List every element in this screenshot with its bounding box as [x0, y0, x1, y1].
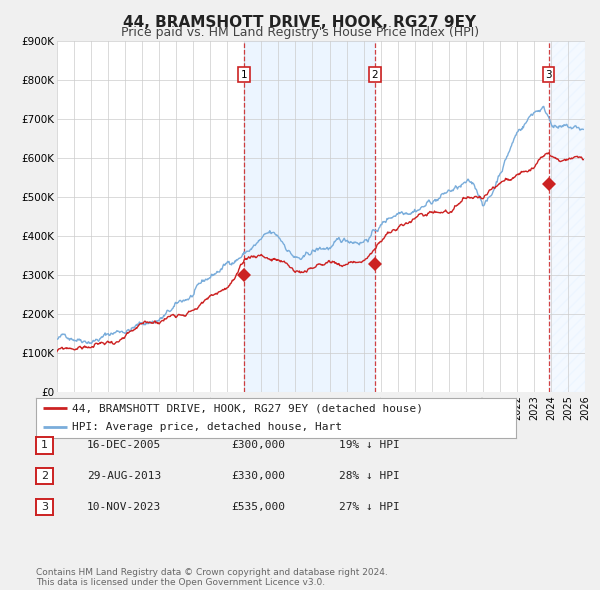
- Text: 1: 1: [241, 70, 248, 80]
- Bar: [548, 41, 585, 392]
- Text: £330,000: £330,000: [231, 471, 285, 481]
- Text: 1: 1: [41, 441, 48, 450]
- Text: 3: 3: [545, 70, 552, 80]
- Text: 29-AUG-2013: 29-AUG-2013: [87, 471, 161, 481]
- Text: 2: 2: [41, 471, 48, 481]
- Text: £300,000: £300,000: [231, 441, 285, 450]
- Text: 44, BRAMSHOTT DRIVE, HOOK, RG27 9EY: 44, BRAMSHOTT DRIVE, HOOK, RG27 9EY: [124, 15, 476, 30]
- Text: 2: 2: [371, 70, 378, 80]
- Bar: [244, 41, 375, 392]
- Text: 16-DEC-2005: 16-DEC-2005: [87, 441, 161, 450]
- Text: 44, BRAMSHOTT DRIVE, HOOK, RG27 9EY (detached house): 44, BRAMSHOTT DRIVE, HOOK, RG27 9EY (det…: [72, 403, 423, 413]
- Text: HPI: Average price, detached house, Hart: HPI: Average price, detached house, Hart: [72, 422, 342, 432]
- Text: 10-NOV-2023: 10-NOV-2023: [87, 502, 161, 512]
- Text: Price paid vs. HM Land Registry's House Price Index (HPI): Price paid vs. HM Land Registry's House …: [121, 26, 479, 39]
- Text: 3: 3: [41, 502, 48, 512]
- Text: Contains HM Land Registry data © Crown copyright and database right 2024.
This d: Contains HM Land Registry data © Crown c…: [36, 568, 388, 587]
- Text: 27% ↓ HPI: 27% ↓ HPI: [339, 502, 400, 512]
- Text: 28% ↓ HPI: 28% ↓ HPI: [339, 471, 400, 481]
- Text: 19% ↓ HPI: 19% ↓ HPI: [339, 441, 400, 450]
- Text: £535,000: £535,000: [231, 502, 285, 512]
